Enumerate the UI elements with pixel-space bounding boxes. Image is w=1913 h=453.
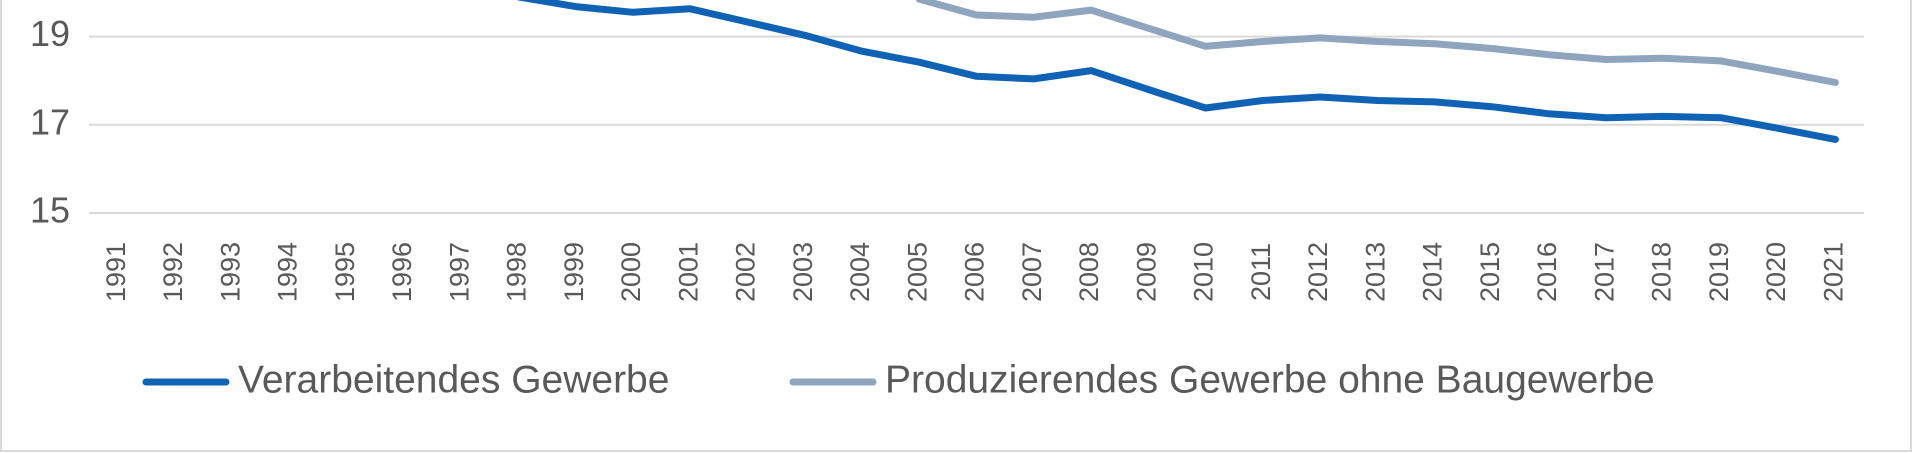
x-tick-label: 1996 (387, 242, 417, 302)
series-line (516, 0, 1839, 143)
y-tick-label: 19 (30, 13, 70, 54)
x-tick-label: 2007 (1017, 242, 1047, 302)
x-tick-label: 2009 (1131, 242, 1161, 302)
x-tick-label: 2004 (845, 242, 875, 302)
x-tick-label: 2006 (960, 242, 990, 302)
x-tick-label: 1999 (559, 242, 589, 302)
x-tick-label: 2015 (1475, 242, 1505, 302)
plot-area (516, 0, 1839, 143)
x-tick-label: 2021 (1818, 242, 1848, 302)
labels: 15 17 19 1991 1992 1993 1994 1995 1996 1997 1998 19… (30, 13, 1849, 401)
x-tick-label: 2008 (1074, 242, 1104, 302)
x-tick-label: 2017 (1589, 242, 1619, 302)
x-tick-label: 2020 (1761, 242, 1791, 302)
y-tick-label: 15 (30, 190, 70, 231)
x-tick-label: 2002 (731, 242, 761, 302)
x-tick-label: 2013 (1360, 242, 1390, 302)
y-tick-label: 17 (30, 101, 70, 142)
legend-label: Produzierendes Gewerbe ohne Baugewerbe (885, 358, 1655, 401)
x-tick-label: 2018 (1647, 242, 1677, 302)
x-tick-label: 1991 (101, 242, 131, 302)
x-tick-label: 1997 (444, 242, 474, 302)
x-tick-label: 2016 (1532, 242, 1562, 302)
x-tick-label: 1994 (273, 242, 303, 302)
x-tick-label: 2011 (1246, 243, 1276, 301)
x-tick-label: 2003 (788, 242, 818, 302)
x-tick-label: 1998 (502, 242, 532, 302)
series-line (915, 0, 1839, 86)
x-tick-label: 2014 (1418, 242, 1448, 302)
grid (89, 35, 1864, 214)
x-tick-label: 1992 (158, 242, 188, 302)
legend-label: Verarbeitendes Gewerbe (238, 358, 669, 401)
x-tick-label: 1995 (330, 242, 360, 302)
x-tick-label: 2005 (902, 242, 932, 302)
x-tick-label: 2000 (616, 242, 646, 302)
x-tick-label: 2012 (1303, 242, 1333, 302)
x-tick-label: 2010 (1189, 242, 1219, 302)
x-tick-label: 1993 (215, 242, 245, 302)
x-tick-label: 2019 (1704, 242, 1734, 302)
x-tick-label: 2001 (673, 242, 703, 302)
